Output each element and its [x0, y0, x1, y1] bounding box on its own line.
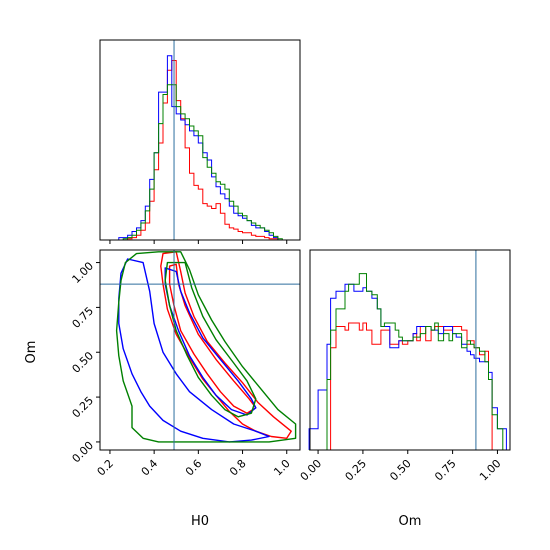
contour-ytick-label-4: 1.00: [70, 259, 97, 286]
om-hist-series-2: [309, 273, 510, 451]
y-axis-label-om: Om: [24, 341, 39, 364]
contour-ytick-label-3: 0.75: [70, 304, 97, 331]
contour-frame: [99, 249, 301, 451]
x-axis-label-h0: H0: [191, 514, 209, 529]
contour-ytick-label-2: 0.50: [70, 349, 97, 376]
contour-xtick-label-3: 0.8: [227, 457, 249, 479]
om-hist-series-0: [309, 322, 510, 451]
contour-0-outer: [160, 251, 292, 439]
contour-xtick-label-1: 0.4: [139, 457, 161, 479]
contour-ytick-label-0: 0.00: [70, 439, 97, 466]
h0-histogram-panel: [99, 39, 301, 244]
contour-xtick-label-4: 1.0: [271, 457, 293, 479]
h0-om-contour-panel: 0.2 0.4 0.6 0.8 1.0 0.00 0.25 0.50 0.75 1.00: [70, 249, 301, 479]
h0-hist-series-0: [105, 60, 296, 241]
contour-xtick-label-2: 0.6: [183, 457, 205, 479]
om-histogram-panel: 0.00 0.25 0.50 0.75 1.00: [298, 249, 511, 484]
contour-xtick-label-0: 0.2: [94, 457, 116, 479]
x-axis-label-om: Om: [399, 514, 422, 529]
h0-hist-series-1: [105, 55, 296, 241]
om-hist-xtick-label-4: 1.00: [477, 457, 504, 484]
contour-2-outer: [118, 258, 270, 443]
h0-hist-frame: [99, 39, 301, 241]
om-hist-frame: [309, 249, 511, 451]
om-hist-xtick-label-2: 0.50: [387, 457, 414, 484]
om-hist-xtick-label-1: 0.25: [343, 457, 370, 484]
om-hist-xtick-label-3: 0.75: [432, 457, 459, 484]
contour-4-outer: [115, 251, 297, 443]
om-hist-xtick-label-0: 0.00: [298, 457, 325, 484]
contour-ytick-label-1: 0.25: [70, 394, 97, 421]
contour-5-inner: [164, 261, 257, 418]
h0-hist-series-2: [105, 84, 296, 241]
